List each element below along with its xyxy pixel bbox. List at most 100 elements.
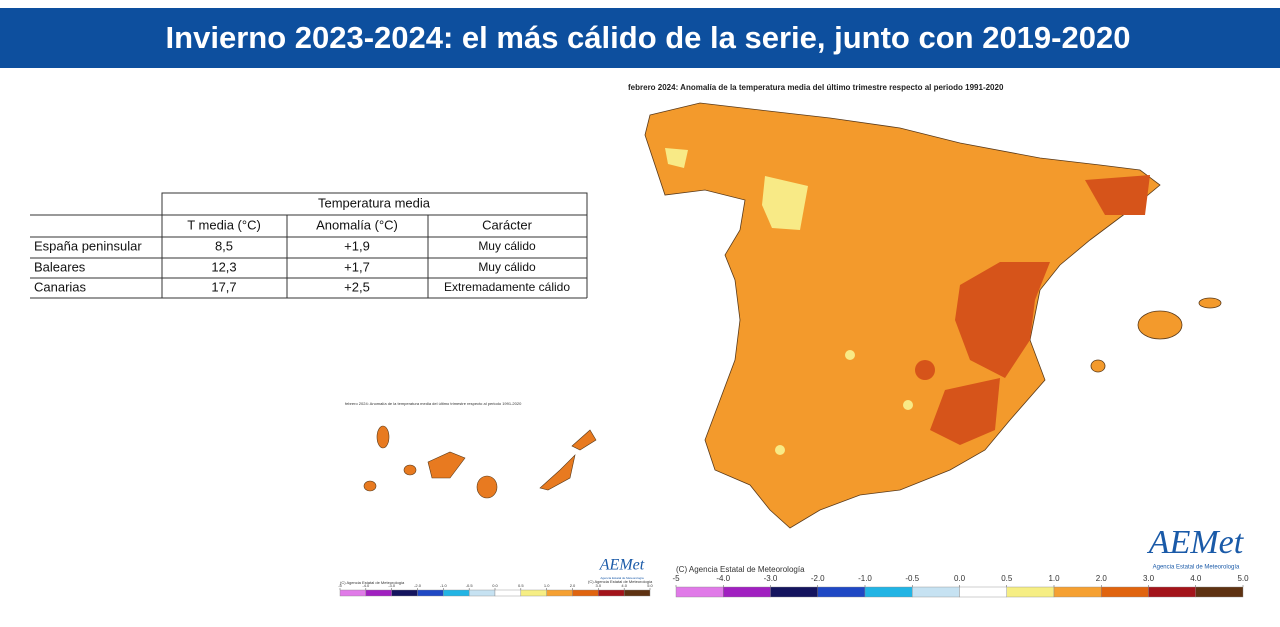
- legend: -5 -4.0 -3.0 -2.0 -1.0 -0.5 0.0 0.5 1.0 2.0 3.0 4.0…: [672, 574, 1249, 598]
- legend-swatch: [1101, 586, 1149, 598]
- legend-swatch: [675, 586, 724, 598]
- ibiza: [1090, 359, 1106, 373]
- table-cell: Muy cálido: [478, 239, 536, 253]
- table: Temperatura media T media (°C) Anomalía …: [30, 192, 588, 299]
- hot-spot: [915, 360, 935, 380]
- island: [363, 480, 377, 492]
- legend-swatch: [1195, 586, 1244, 598]
- table-cell: +2,5: [344, 279, 370, 294]
- legend-swatch: [443, 589, 470, 597]
- legend-swatch: [365, 589, 392, 597]
- legend-label: -3.0: [764, 574, 778, 583]
- row-header: España peninsular: [34, 238, 142, 253]
- legend-label: -2.0: [811, 574, 825, 583]
- spain-map: [644, 102, 1222, 529]
- legend-label: 4.0: [1190, 574, 1202, 583]
- inset-copyright: (C) Agencia Estatal de Meteorología: [588, 579, 653, 584]
- legend-swatch: [546, 589, 573, 597]
- slide-title: Invierno 2023-2024: el más cálido de la …: [166, 20, 1131, 55]
- logo-subtitle: Agencia Estatal de Meteorología: [1153, 565, 1240, 571]
- legend-swatch: [468, 589, 496, 597]
- legend-swatch: [723, 586, 771, 598]
- column-header: T media (°C): [187, 217, 261, 232]
- legend-label: -1.0: [858, 574, 872, 583]
- logo: AEMet: [599, 557, 645, 574]
- logo: AEMet: [1147, 524, 1245, 561]
- legend-label: 5.0: [647, 583, 653, 588]
- table-cell: Extremadamente cálido: [444, 280, 570, 294]
- legend-label: -0.5: [466, 583, 474, 588]
- legend-label: 3.0: [596, 583, 602, 588]
- legend-label: 4.0: [621, 583, 627, 588]
- map-copyright: (C) Agencia Estatal de Meteorología: [676, 565, 805, 574]
- legend-swatch: [572, 589, 599, 597]
- legend-label: -4.0: [362, 583, 370, 588]
- hot-area: [930, 378, 1000, 445]
- legend-label: 1.0: [544, 583, 550, 588]
- table-cell: 12,3: [211, 259, 236, 274]
- island: [539, 454, 576, 491]
- mild-spot: [903, 400, 913, 410]
- menorca: [1198, 297, 1222, 309]
- legend-label: 0.0: [954, 574, 966, 583]
- island: [376, 425, 390, 449]
- legend-label: -2.0: [414, 583, 422, 588]
- legend-label: -1.0: [440, 583, 448, 588]
- legend-label: -0.5: [905, 574, 919, 583]
- legend-label: -3.0: [388, 583, 396, 588]
- legend-label: 5.0: [1237, 574, 1249, 583]
- mild-area: [762, 176, 808, 230]
- table-cell: +1,9: [344, 238, 370, 253]
- legend-swatch: [1053, 586, 1102, 598]
- mild-spot: [845, 350, 855, 360]
- hot-area: [955, 262, 1050, 378]
- legend-label: 0.5: [1001, 574, 1013, 583]
- legend-swatch: [520, 589, 547, 597]
- mild-area: [665, 148, 688, 168]
- legend-label: -5: [672, 574, 680, 583]
- island: [403, 464, 417, 476]
- row-header: Baleares: [34, 259, 86, 274]
- island: [476, 475, 498, 499]
- inset-copyright: (C) Agencia Estatal de Meteorología: [340, 580, 405, 585]
- legend-label: -4.0: [716, 574, 730, 583]
- map-title: febrero 2024: Anomalía de la temperatura…: [628, 83, 1004, 92]
- table-cell: +1,7: [344, 259, 370, 274]
- legend-label: 3.0: [1143, 574, 1155, 583]
- legend-swatch: [417, 589, 444, 597]
- legend-swatch: [912, 586, 960, 598]
- table-body: España peninsular 8,5 +1,9 Muy cálido Balear…: [34, 238, 570, 294]
- legend-label: 2.0: [570, 583, 576, 588]
- legend-swatch: [623, 589, 651, 597]
- legend-swatch: [339, 589, 367, 597]
- inset-legend: -5 -4.0 -3.0 -2.0 -1.0 -0.5 0.0 0.5 1.0 2.0 3.0 4.0…: [338, 583, 654, 597]
- legend-label: 1.0: [1048, 574, 1060, 583]
- mallorca: [1137, 310, 1183, 340]
- mild-spot: [775, 445, 785, 455]
- inset-title: febrero 2024: Anomalía de la temperatura…: [345, 401, 522, 406]
- table-group-header: Temperatura media: [318, 195, 431, 210]
- legend-swatch: [598, 589, 625, 597]
- title-bar: [0, 8, 1280, 68]
- row-header: Canarias: [34, 279, 87, 294]
- table-cell: Muy cálido: [478, 260, 536, 274]
- canary-map: [363, 425, 597, 499]
- legend-label: 2.0: [1096, 574, 1108, 583]
- legend-swatch: [1148, 586, 1196, 598]
- legend-swatch: [817, 586, 866, 598]
- legend-swatch: [494, 589, 522, 597]
- legend-swatch: [391, 589, 418, 597]
- column-header: Carácter: [482, 217, 533, 232]
- legend-swatch: [770, 586, 818, 598]
- legend-label: 0.5: [518, 583, 524, 588]
- island: [427, 451, 466, 479]
- logo-subtitle: Agencia Estatal de Meteorología: [600, 576, 644, 580]
- table-cell: 8,5: [215, 238, 233, 253]
- island: [571, 429, 597, 451]
- legend-swatch: [959, 586, 1007, 598]
- table-cell: 17,7: [211, 279, 236, 294]
- peninsula: [644, 102, 1161, 529]
- legend-label: -5: [338, 583, 342, 588]
- legend-swatch: [864, 586, 913, 598]
